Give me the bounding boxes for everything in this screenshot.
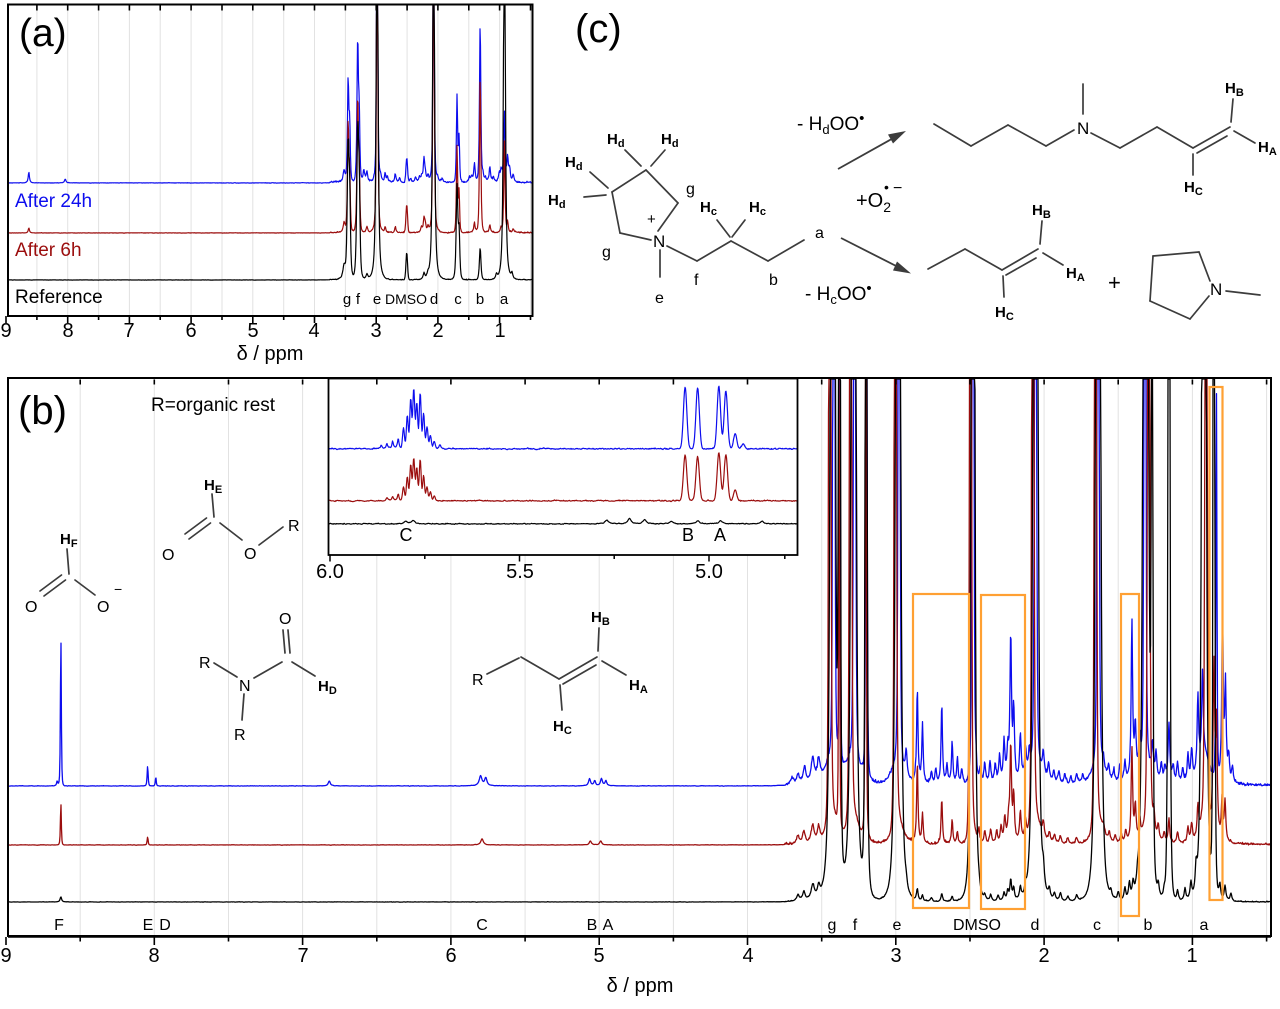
svg-text:R: R bbox=[199, 655, 211, 672]
svg-text:b: b bbox=[476, 291, 484, 308]
svg-text:3: 3 bbox=[370, 320, 381, 342]
svg-text:−: − bbox=[114, 581, 122, 597]
svg-text:a: a bbox=[1200, 917, 1209, 934]
svg-text:N: N bbox=[1077, 119, 1089, 138]
svg-text:g: g bbox=[343, 291, 351, 308]
svg-text:c: c bbox=[1093, 917, 1101, 934]
svg-text:A: A bbox=[714, 525, 726, 545]
svg-text:f: f bbox=[694, 272, 699, 289]
svg-text:a: a bbox=[815, 225, 824, 242]
svg-text:5: 5 bbox=[593, 945, 604, 967]
svg-text:b: b bbox=[1144, 917, 1153, 934]
svg-text:8: 8 bbox=[62, 320, 73, 342]
svg-text:e: e bbox=[655, 290, 664, 307]
svg-text:O: O bbox=[97, 599, 109, 616]
svg-text:B: B bbox=[587, 917, 598, 934]
svg-text:5.5: 5.5 bbox=[506, 561, 534, 583]
svg-text:(c): (c) bbox=[575, 7, 622, 51]
svg-text:- HcOO•: - HcOO• bbox=[805, 280, 872, 307]
svg-text:6: 6 bbox=[185, 320, 196, 342]
svg-text:D: D bbox=[159, 917, 171, 934]
svg-text:e: e bbox=[893, 917, 902, 934]
svg-text:B: B bbox=[682, 525, 694, 545]
svg-text:F: F bbox=[54, 917, 64, 934]
svg-text:O: O bbox=[244, 546, 256, 563]
svg-text:R: R bbox=[472, 672, 484, 689]
svg-text:g: g bbox=[828, 917, 837, 934]
svg-text:9: 9 bbox=[0, 320, 11, 342]
svg-text:O: O bbox=[25, 599, 37, 616]
svg-text:A: A bbox=[603, 917, 614, 934]
svg-text:e: e bbox=[373, 291, 381, 308]
svg-text:2: 2 bbox=[432, 320, 443, 342]
svg-text:R: R bbox=[288, 518, 300, 535]
svg-text:7: 7 bbox=[297, 945, 308, 967]
svg-text:6: 6 bbox=[445, 945, 456, 967]
svg-text:7: 7 bbox=[123, 320, 134, 342]
svg-text:a: a bbox=[500, 291, 509, 308]
svg-text:3: 3 bbox=[890, 945, 901, 967]
svg-text:δ / ppm: δ / ppm bbox=[607, 975, 674, 997]
svg-text:O: O bbox=[279, 611, 291, 628]
svg-text:O: O bbox=[162, 547, 174, 564]
svg-text:6.0: 6.0 bbox=[316, 561, 344, 583]
svg-text:4: 4 bbox=[742, 945, 753, 967]
svg-text:c: c bbox=[454, 291, 462, 308]
svg-text:- HdOO•: - HdOO• bbox=[797, 110, 864, 137]
svg-text:d: d bbox=[1031, 917, 1040, 934]
svg-text:+: + bbox=[1108, 270, 1121, 295]
svg-text:1: 1 bbox=[1186, 945, 1197, 967]
svg-text:C: C bbox=[476, 917, 488, 934]
svg-text:R: R bbox=[234, 727, 246, 744]
svg-text:N: N bbox=[1210, 280, 1222, 299]
svg-text:N: N bbox=[653, 232, 665, 251]
svg-text:8: 8 bbox=[148, 945, 159, 967]
svg-text:+: + bbox=[647, 211, 656, 228]
svg-text:f: f bbox=[853, 917, 858, 934]
svg-text:After 24h: After 24h bbox=[15, 191, 92, 212]
svg-text:(a): (a) bbox=[19, 12, 67, 55]
svg-text:DMSO: DMSO bbox=[385, 291, 427, 307]
svg-text:•: • bbox=[884, 179, 889, 195]
svg-text:5.0: 5.0 bbox=[695, 561, 723, 583]
svg-text:After 6h: After 6h bbox=[15, 240, 82, 261]
svg-text:E: E bbox=[143, 917, 154, 934]
svg-text:N: N bbox=[239, 678, 251, 695]
svg-text:(b): (b) bbox=[18, 389, 67, 433]
svg-text:9: 9 bbox=[0, 945, 11, 967]
svg-text:−: − bbox=[893, 180, 902, 197]
svg-text:DMSO: DMSO bbox=[953, 917, 1001, 934]
svg-text:δ / ppm: δ / ppm bbox=[237, 343, 304, 365]
svg-text:R=organic rest: R=organic rest bbox=[151, 395, 276, 416]
svg-text:b: b bbox=[769, 272, 778, 289]
svg-text:Reference: Reference bbox=[15, 287, 103, 308]
svg-text:C: C bbox=[400, 525, 413, 545]
svg-text:2: 2 bbox=[1038, 945, 1049, 967]
svg-text:g: g bbox=[686, 181, 695, 198]
svg-text:5: 5 bbox=[247, 320, 258, 342]
svg-text:d: d bbox=[430, 291, 438, 308]
svg-text:g: g bbox=[602, 244, 611, 261]
svg-text:4: 4 bbox=[308, 320, 319, 342]
svg-text:f: f bbox=[356, 291, 361, 308]
svg-text:1: 1 bbox=[494, 320, 505, 342]
